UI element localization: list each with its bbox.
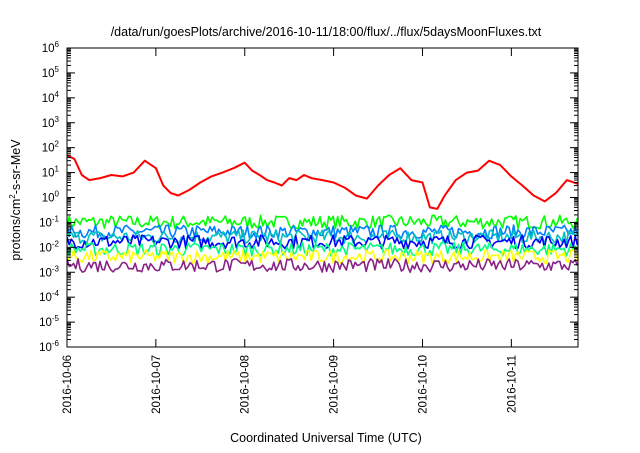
y-tick-label: 106 bbox=[42, 40, 60, 55]
series-line-2 bbox=[67, 224, 578, 240]
y-tick-base: 10 bbox=[39, 267, 52, 279]
y-axis-label-sup: 2 bbox=[8, 194, 17, 199]
y-tick-label: 10-2 bbox=[39, 239, 59, 254]
x-tick-label: 2016-10-07 bbox=[151, 355, 163, 414]
y-tick-label: 10-5 bbox=[39, 314, 59, 329]
y-tick-label: 10-1 bbox=[39, 214, 59, 229]
y-tick-base: 10 bbox=[42, 143, 55, 155]
y-axis-label-base: protons/cm bbox=[9, 199, 23, 261]
series-line-3 bbox=[67, 229, 578, 245]
series-line-6 bbox=[67, 249, 578, 265]
series-line-5 bbox=[67, 241, 578, 257]
y-axis-label: protons/cm2-s-sr-MeV bbox=[8, 139, 23, 261]
y-tick-base: 10 bbox=[42, 118, 55, 130]
y-tick-base: 10 bbox=[39, 292, 52, 304]
x-tick-label: 2016-10-08 bbox=[240, 355, 252, 414]
y-tick-base: 10 bbox=[42, 68, 55, 80]
y-tick-label: 101 bbox=[42, 165, 60, 180]
x-tick-label: 2016-10-10 bbox=[417, 355, 429, 414]
y-tick-label: 102 bbox=[42, 140, 60, 155]
y-tick-exp: -1 bbox=[52, 214, 60, 223]
y-tick-label: 104 bbox=[42, 90, 60, 105]
y-tick-label: 105 bbox=[42, 65, 60, 80]
y-axis-label-rest: -s-sr-MeV bbox=[9, 139, 23, 195]
y-tick-exp: -5 bbox=[52, 314, 60, 323]
y-tick-label: 103 bbox=[42, 115, 60, 130]
y-tick-base: 10 bbox=[39, 242, 52, 254]
y-tick-base: 10 bbox=[42, 168, 55, 180]
plot-frame bbox=[66, 47, 579, 348]
x-axis-label: Coordinated Universal Time (UTC) bbox=[230, 431, 422, 445]
x-tick-label: 2016-10-06 bbox=[62, 355, 74, 414]
y-tick-exp: -4 bbox=[52, 289, 60, 298]
y-tick-exp: 1 bbox=[55, 165, 60, 174]
y-tick-label: 10-6 bbox=[39, 339, 59, 354]
y-tick-base: 10 bbox=[42, 43, 55, 55]
y-tick-base: 10 bbox=[39, 317, 52, 329]
y-tick-exp: 0 bbox=[55, 190, 60, 199]
series-line-1 bbox=[67, 214, 578, 230]
y-tick-exp: 2 bbox=[55, 140, 60, 149]
series-line-7 bbox=[67, 257, 578, 274]
y-tick-exp: 4 bbox=[55, 90, 60, 99]
y-tick-exp: 3 bbox=[55, 115, 60, 124]
y-tick-base: 10 bbox=[39, 217, 52, 229]
y-tick-exp: -2 bbox=[52, 239, 60, 248]
x-tick-label: 2016-10-09 bbox=[329, 355, 341, 414]
y-tick-exp: 5 bbox=[55, 65, 60, 74]
y-tick-base: 10 bbox=[39, 342, 52, 354]
y-tick-exp: -6 bbox=[52, 339, 60, 348]
series-line-4 bbox=[67, 234, 578, 250]
x-tick-label: 2016-10-11 bbox=[506, 355, 518, 413]
y-tick-exp: -3 bbox=[52, 264, 60, 273]
y-tick-label: 100 bbox=[42, 190, 60, 205]
y-tick-label: 10-3 bbox=[39, 264, 59, 279]
axes-layer: 10-610-510-410-310-210-11001011021031041… bbox=[39, 40, 579, 414]
series-line-0 bbox=[67, 154, 578, 210]
plot-layer bbox=[67, 154, 578, 274]
y-tick-base: 10 bbox=[42, 193, 55, 205]
y-tick-base: 10 bbox=[42, 93, 55, 105]
chart-title: /data/run/goesPlots/archive/2016-10-11/1… bbox=[111, 25, 542, 39]
y-tick-label: 10-4 bbox=[39, 289, 59, 304]
y-tick-exp: 6 bbox=[55, 40, 60, 49]
